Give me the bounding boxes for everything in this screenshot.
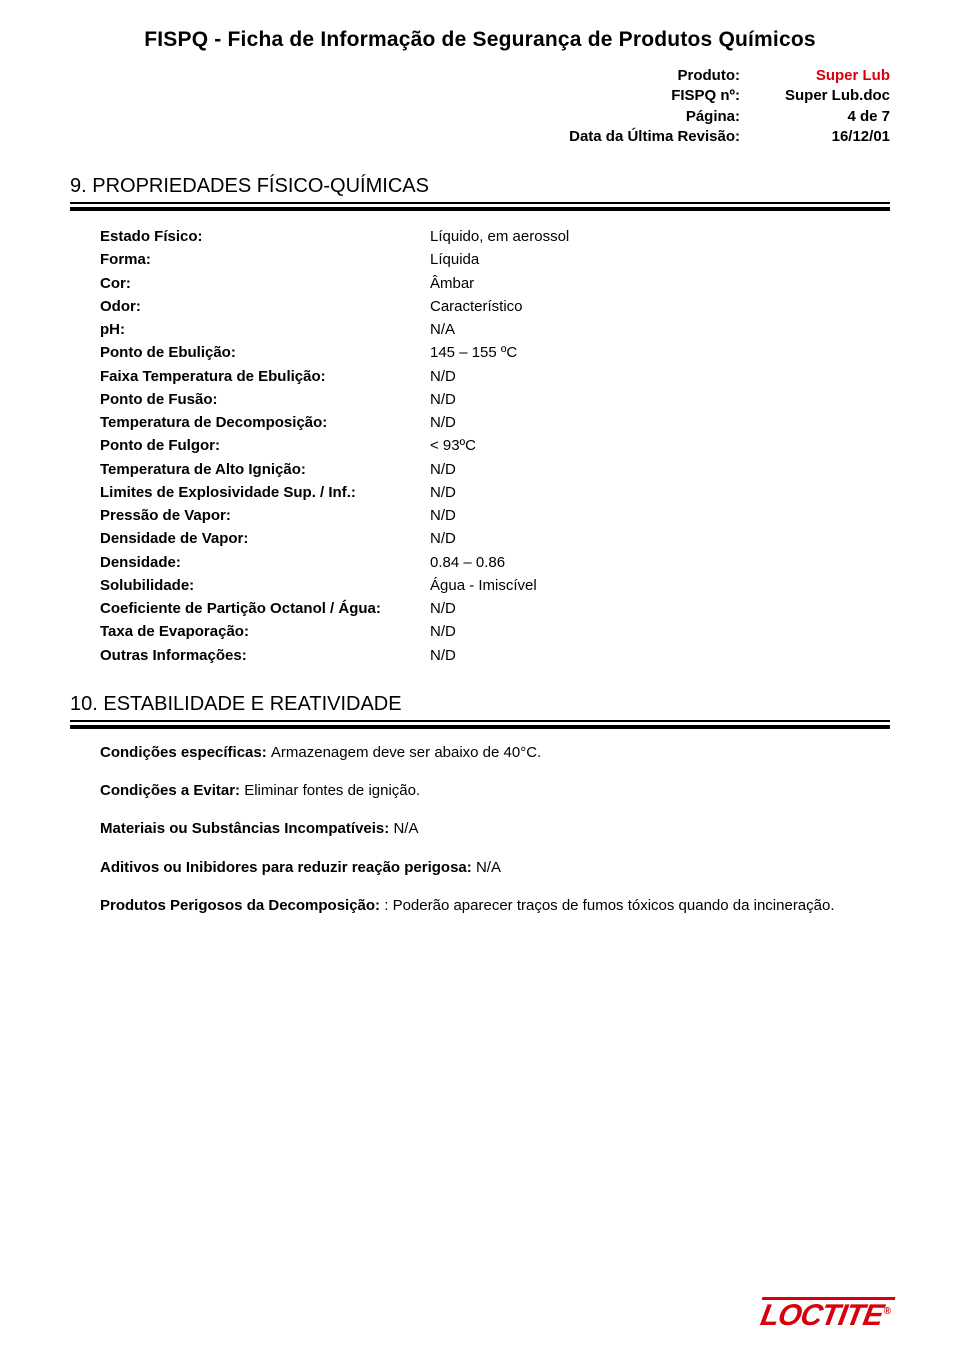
property-row: pH:N/A (100, 318, 569, 341)
info-label: Materiais ou Substâncias Incompatíveis: (100, 820, 393, 837)
info-paragraph: Condições a Evitar: Eliminar fontes de i… (100, 781, 890, 801)
info-text: N/A (476, 859, 501, 876)
section-9-heading: 9. PROPRIEDADES FÍSICO-QUÍMICAS (70, 175, 890, 198)
property-label: Faixa Temperatura de Ebulição: (100, 365, 430, 388)
meta-value-fispq: Super Lub.doc (780, 86, 890, 106)
registered-icon: ® (884, 1306, 890, 1317)
property-label: Temperatura de Alto Ignição: (100, 458, 430, 481)
property-row: Coeficiente de Partição Octanol / Água:N… (100, 597, 569, 620)
property-row: Forma:Líquida (100, 248, 569, 271)
meta-label-revisao: Data da Última Revisão: (569, 127, 780, 147)
meta-label-pagina: Página: (569, 107, 780, 127)
property-value: N/D (430, 388, 569, 411)
property-value: < 93ºC (430, 434, 569, 457)
meta-label-produto: Produto: (569, 66, 780, 86)
property-row: Taxa de Evaporação:N/D (100, 620, 569, 643)
property-row: Faixa Temperatura de Ebulição:N/D (100, 365, 569, 388)
property-value: N/D (430, 527, 569, 550)
info-paragraph: Condições específicas: Armazenagem deve … (100, 743, 890, 763)
info-label: Produtos Perigosos da Decomposição: (100, 897, 384, 914)
property-row: Ponto de Fulgor:< 93ºC (100, 434, 569, 457)
property-label: Limites de Explosividade Sup. / Inf.: (100, 481, 430, 504)
property-value: N/D (430, 458, 569, 481)
property-value: Âmbar (430, 272, 569, 295)
property-row: Limites de Explosividade Sup. / Inf.:N/D (100, 481, 569, 504)
property-label: Densidade: (100, 551, 430, 574)
property-row: Pressão de Vapor:N/D (100, 504, 569, 527)
property-value: 0.84 – 0.86 (430, 551, 569, 574)
document-title: FISPQ - Ficha de Informação de Segurança… (70, 28, 890, 52)
info-text: Armazenagem deve ser abaixo de 40°C. (271, 744, 541, 761)
property-label: Estado Físico: (100, 225, 430, 248)
info-text: Eliminar fontes de ignição. (244, 782, 420, 799)
info-text: : Poderão aparecer traços de fumos tóxic… (384, 897, 834, 914)
info-paragraph: Aditivos ou Inibidores para reduzir reaç… (100, 858, 890, 878)
info-text: N/A (393, 820, 418, 837)
info-label: Aditivos ou Inibidores para reduzir reaç… (100, 859, 476, 876)
meta-label-fispq: FISPQ nº: (569, 86, 780, 106)
property-label: Cor: (100, 272, 430, 295)
brand-text: LOCTITE (758, 1299, 885, 1332)
property-label: Densidade de Vapor: (100, 527, 430, 550)
property-label: Ponto de Ebulição: (100, 341, 430, 364)
property-value: N/D (430, 620, 569, 643)
property-label: Temperatura de Decomposição: (100, 411, 430, 434)
property-label: pH: (100, 318, 430, 341)
property-label: Pressão de Vapor: (100, 504, 430, 527)
property-label: Ponto de Fulgor: (100, 434, 430, 457)
meta-value-produto: Super Lub (780, 66, 890, 86)
section-rule (70, 720, 890, 722)
section-rule (70, 725, 890, 729)
property-row: Estado Físico:Líquido, em aerossol (100, 225, 569, 248)
brand-logo: LOCTITE® (761, 1299, 890, 1333)
property-row: Densidade de Vapor:N/D (100, 527, 569, 550)
property-row: Temperatura de Alto Ignição:N/D (100, 458, 569, 481)
property-value: N/D (430, 481, 569, 504)
section-rule (70, 202, 890, 204)
properties-table: Estado Físico:Líquido, em aerossolForma:… (100, 225, 569, 667)
property-row: Densidade:0.84 – 0.86 (100, 551, 569, 574)
property-label: Solubilidade: (100, 574, 430, 597)
property-value: 145 – 155 ºC (430, 341, 569, 364)
property-label: Coeficiente de Partição Octanol / Água: (100, 597, 430, 620)
property-label: Ponto de Fusão: (100, 388, 430, 411)
property-value: N/D (430, 411, 569, 434)
property-row: Solubilidade:Água - Imiscível (100, 574, 569, 597)
property-row: Odor:Característico (100, 295, 569, 318)
property-row: Outras Informações:N/D (100, 644, 569, 667)
property-label: Odor: (100, 295, 430, 318)
info-paragraph: Materiais ou Substâncias Incompatíveis: … (100, 819, 890, 839)
property-value: Característico (430, 295, 569, 318)
property-value: Água - Imiscível (430, 574, 569, 597)
info-label: Condições específicas: (100, 744, 271, 761)
meta-value-pagina: 4 de 7 (780, 107, 890, 127)
info-paragraph: Produtos Perigosos da Decomposição: : Po… (100, 896, 890, 916)
property-value: Líquido, em aerossol (430, 225, 569, 248)
property-row: Ponto de Fusão:N/D (100, 388, 569, 411)
section-rule (70, 207, 890, 211)
info-label: Condições a Evitar: (100, 782, 244, 799)
property-label: Forma: (100, 248, 430, 271)
property-label: Taxa de Evaporação: (100, 620, 430, 643)
property-row: Cor:Âmbar (100, 272, 569, 295)
property-value: N/A (430, 318, 569, 341)
property-row: Temperatura de Decomposição:N/D (100, 411, 569, 434)
property-value: N/D (430, 365, 569, 388)
property-row: Ponto de Ebulição:145 – 155 ºC (100, 341, 569, 364)
section-10-heading: 10. ESTABILIDADE E REATIVIDADE (70, 693, 890, 716)
property-value: N/D (430, 504, 569, 527)
property-value: Líquida (430, 248, 569, 271)
meta-value-revisao: 16/12/01 (780, 127, 890, 147)
header-meta: Produto: Super Lub FISPQ nº: Super Lub.d… (70, 66, 890, 147)
section-10-body: Condições específicas: Armazenagem deve … (100, 743, 890, 916)
property-label: Outras Informações: (100, 644, 430, 667)
property-value: N/D (430, 644, 569, 667)
property-value: N/D (430, 597, 569, 620)
